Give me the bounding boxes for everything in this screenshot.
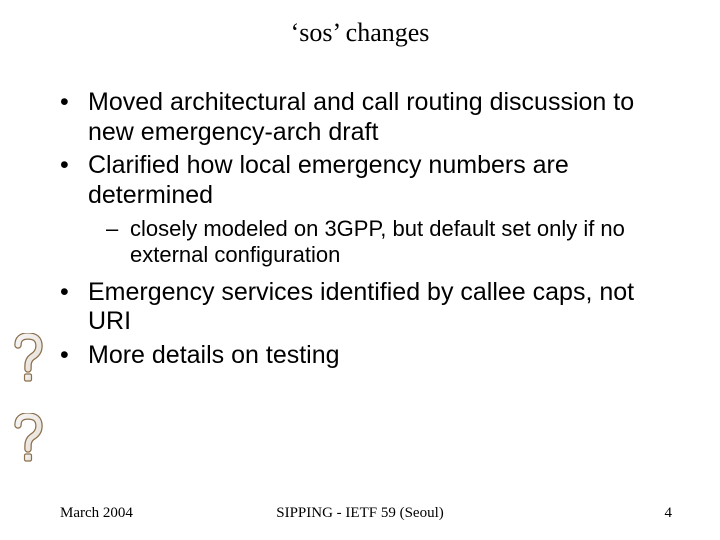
slide-title: ‘sos’ changes <box>36 18 684 48</box>
page-number: 4 <box>665 505 673 522</box>
sub-bullet-text: closely modeled on 3GPP, but default set… <box>130 216 625 267</box>
bullet-text: Clarified how local emergency numbers ar… <box>88 151 569 209</box>
bullet-text: Emergency services identified by callee … <box>88 278 634 336</box>
slide: ‘sos’ changes Moved architectural and ca… <box>0 0 720 540</box>
question-mark-icon <box>6 413 50 463</box>
footer-date: March 2004 <box>60 505 133 522</box>
footer-venue: SIPPING - IETF 59 (Seoul) <box>276 505 444 522</box>
sub-bullet-list: closely modeled on 3GPP, but default set… <box>88 216 684 268</box>
footer: March 2004 SIPPING - IETF 59 (Seoul) 4 <box>0 505 720 522</box>
sub-bullet-item: closely modeled on 3GPP, but default set… <box>88 216 684 268</box>
bullet-item: Clarified how local emergency numbers ar… <box>60 151 684 268</box>
question-mark-icon <box>6 333 50 383</box>
bullet-list: Moved architectural and call routing dis… <box>60 88 684 370</box>
content-area: Moved architectural and call routing dis… <box>36 88 684 370</box>
bullet-text: More details on testing <box>88 341 340 369</box>
bullet-item: Emergency services identified by callee … <box>60 278 684 337</box>
bullet-item: More details on testing <box>60 341 684 371</box>
bullet-text: Moved architectural and call routing dis… <box>88 88 634 146</box>
bullet-item: Moved architectural and call routing dis… <box>60 88 684 147</box>
